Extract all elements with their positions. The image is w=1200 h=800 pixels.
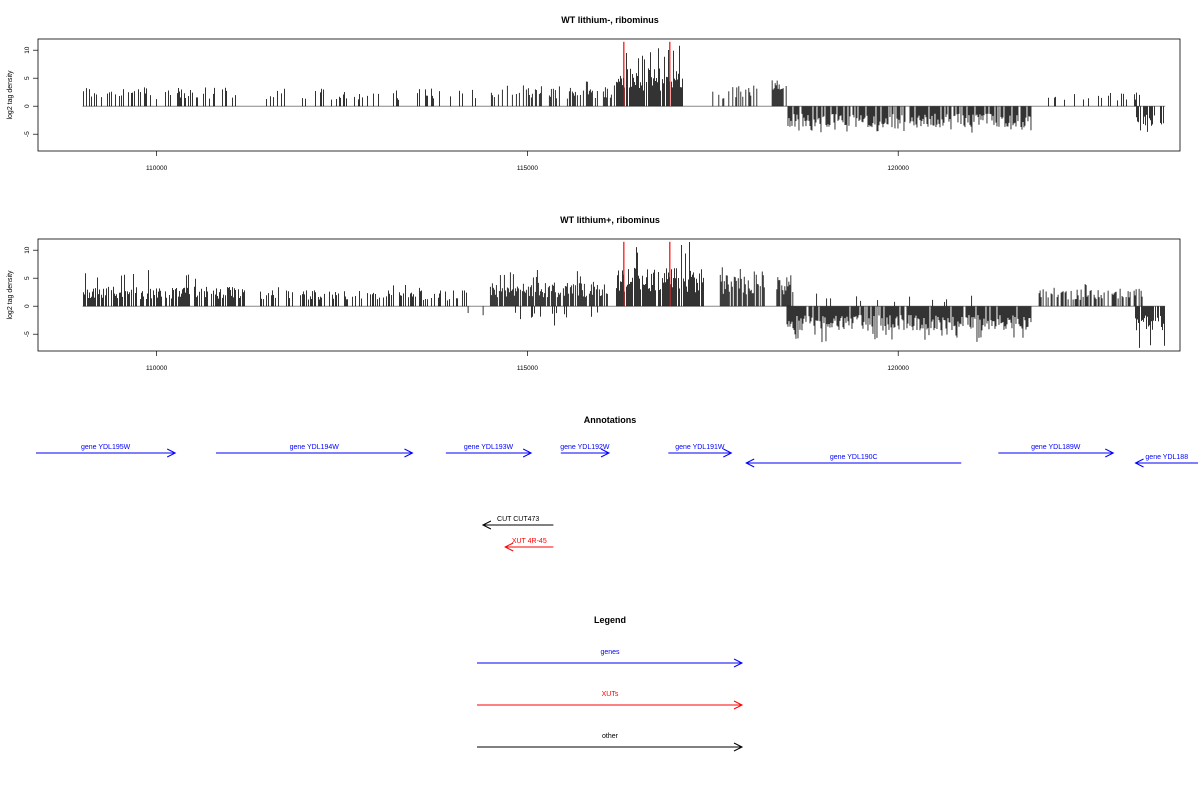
annotation-arrow <box>445 448 533 458</box>
annotation-label: gene YDL191W <box>675 444 725 451</box>
y-tick-label: 0 <box>24 104 31 108</box>
x-axis: 110000 115000 120000 <box>146 151 909 172</box>
annotation-label: gene YDL194W <box>290 444 340 451</box>
x-tick-label: 115000 <box>517 165 539 172</box>
annotation-arrow <box>215 448 414 458</box>
legend-arrow <box>477 700 744 710</box>
annotation-label: gene YDL190C <box>830 454 878 461</box>
y-tick-label: 10 <box>24 246 31 254</box>
annotation-items: gene YDL195W gene YDL194W gene YDL193W gene… <box>36 444 1198 552</box>
annotation-label: XUT 4R-45 <box>512 538 547 545</box>
annotation-label: gene YDL189W <box>1031 444 1081 451</box>
red-markers <box>623 41 671 107</box>
panel-title: WT lithium+, ribominus <box>560 215 660 225</box>
y-tick-label: 5 <box>24 276 31 280</box>
annotation-label: gene YDL188 <box>1145 454 1188 461</box>
annotation-arrow <box>36 448 177 458</box>
annotation-arrow <box>481 520 554 530</box>
y-axis: 10 5 0 -5 <box>24 46 38 137</box>
legend-label: genes <box>600 649 620 656</box>
annotation-arrow <box>998 448 1115 458</box>
x-axis: 110000 115000 120000 <box>146 351 909 372</box>
y-tick-label: -5 <box>24 331 31 337</box>
legend-arrow <box>477 658 744 668</box>
annotation-arrow <box>745 458 962 468</box>
x-tick-label: 120000 <box>887 365 909 372</box>
panel-lithium-plus: WT lithium+, ribominus log2 tag density … <box>7 215 1181 372</box>
y-tick-label: 0 <box>24 304 31 308</box>
annotation-label: CUT CUT473 <box>497 516 539 523</box>
plot-frame <box>37 38 1181 152</box>
red-markers <box>623 241 671 307</box>
plot-frame <box>37 238 1181 352</box>
annotation-label: gene YDL192W <box>560 444 610 451</box>
density-bars <box>82 45 1166 133</box>
y-axis-label: log2 tag density <box>7 270 14 320</box>
annotations-track: Annotations gene YDL195W gene YDL194W gene… <box>36 415 1198 552</box>
y-axis: 10 5 0 -5 <box>24 246 38 337</box>
x-tick-label: 110000 <box>146 165 168 172</box>
y-tick-label: -5 <box>24 131 31 137</box>
y-tick-label: 5 <box>24 76 31 80</box>
annotation-arrow <box>1134 458 1198 468</box>
annotation-arrow <box>668 448 733 458</box>
x-tick-label: 120000 <box>887 165 909 172</box>
legend: Legend genes XUTs other <box>477 615 744 752</box>
panel-title: WT lithium-, ribominus <box>561 15 659 25</box>
annotations-title: Annotations <box>584 415 637 425</box>
annotation-label: gene YDL195W <box>81 444 131 451</box>
y-axis-label: log2 tag density <box>7 70 14 120</box>
y-tick-label: 10 <box>24 46 31 54</box>
annotation-arrow <box>560 448 611 458</box>
panel-lithium-minus: WT lithium-, ribominus log2 tag density … <box>7 15 1181 172</box>
annotation-arrow <box>504 542 554 552</box>
legend-arrow <box>477 742 744 752</box>
legend-label: XUTs <box>602 691 619 698</box>
x-tick-label: 115000 <box>517 365 539 372</box>
annotation-label: gene YDL193W <box>464 444 514 451</box>
legend-items: genes XUTs other <box>477 649 744 752</box>
legend-label: other <box>602 733 619 740</box>
x-tick-label: 110000 <box>146 365 168 372</box>
legend-title: Legend <box>594 615 626 625</box>
